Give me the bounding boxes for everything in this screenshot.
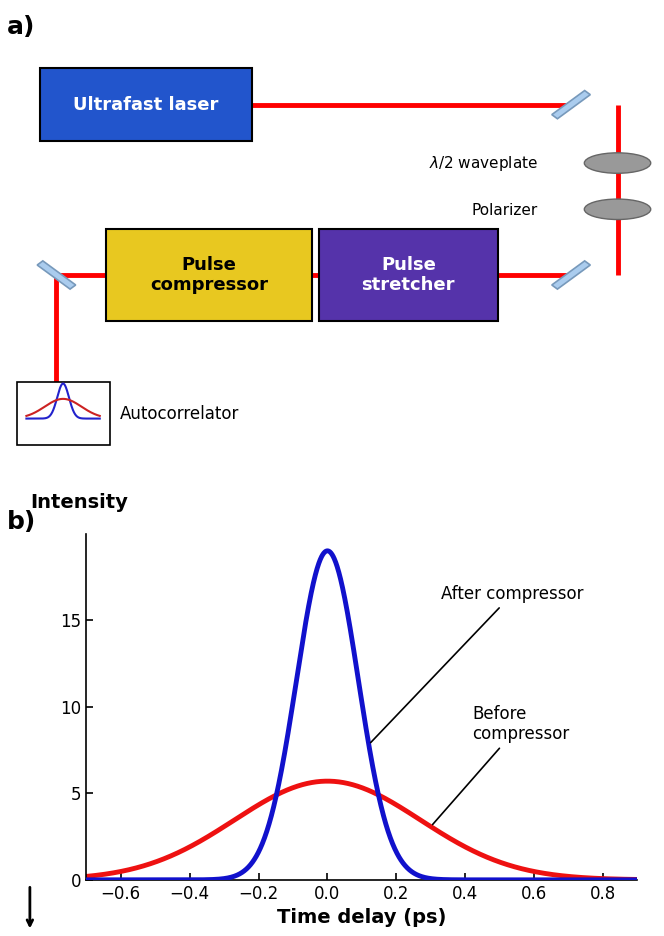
Text: Autocorrelator: Autocorrelator bbox=[120, 404, 239, 423]
Text: $\lambda$/2 waveplate: $\lambda$/2 waveplate bbox=[429, 154, 538, 172]
Text: Pulse
stretcher: Pulse stretcher bbox=[362, 256, 455, 295]
FancyBboxPatch shape bbox=[106, 228, 312, 321]
Text: b): b) bbox=[7, 510, 36, 534]
Text: Before
compressor: Before compressor bbox=[433, 705, 569, 825]
Text: After compressor: After compressor bbox=[371, 585, 584, 742]
Text: Intensity: Intensity bbox=[30, 493, 127, 512]
Text: Ultrafast laser: Ultrafast laser bbox=[74, 95, 218, 113]
X-axis label: Time delay (ps): Time delay (ps) bbox=[277, 908, 447, 928]
Polygon shape bbox=[37, 261, 76, 289]
FancyBboxPatch shape bbox=[17, 382, 110, 446]
Ellipse shape bbox=[584, 153, 651, 173]
Text: Pulse
compressor: Pulse compressor bbox=[150, 256, 268, 295]
Text: Polarizer: Polarizer bbox=[471, 203, 538, 218]
FancyBboxPatch shape bbox=[319, 228, 498, 321]
Ellipse shape bbox=[584, 199, 651, 220]
Polygon shape bbox=[552, 91, 590, 119]
Polygon shape bbox=[552, 261, 590, 289]
Text: a): a) bbox=[7, 15, 35, 38]
FancyBboxPatch shape bbox=[40, 68, 252, 141]
